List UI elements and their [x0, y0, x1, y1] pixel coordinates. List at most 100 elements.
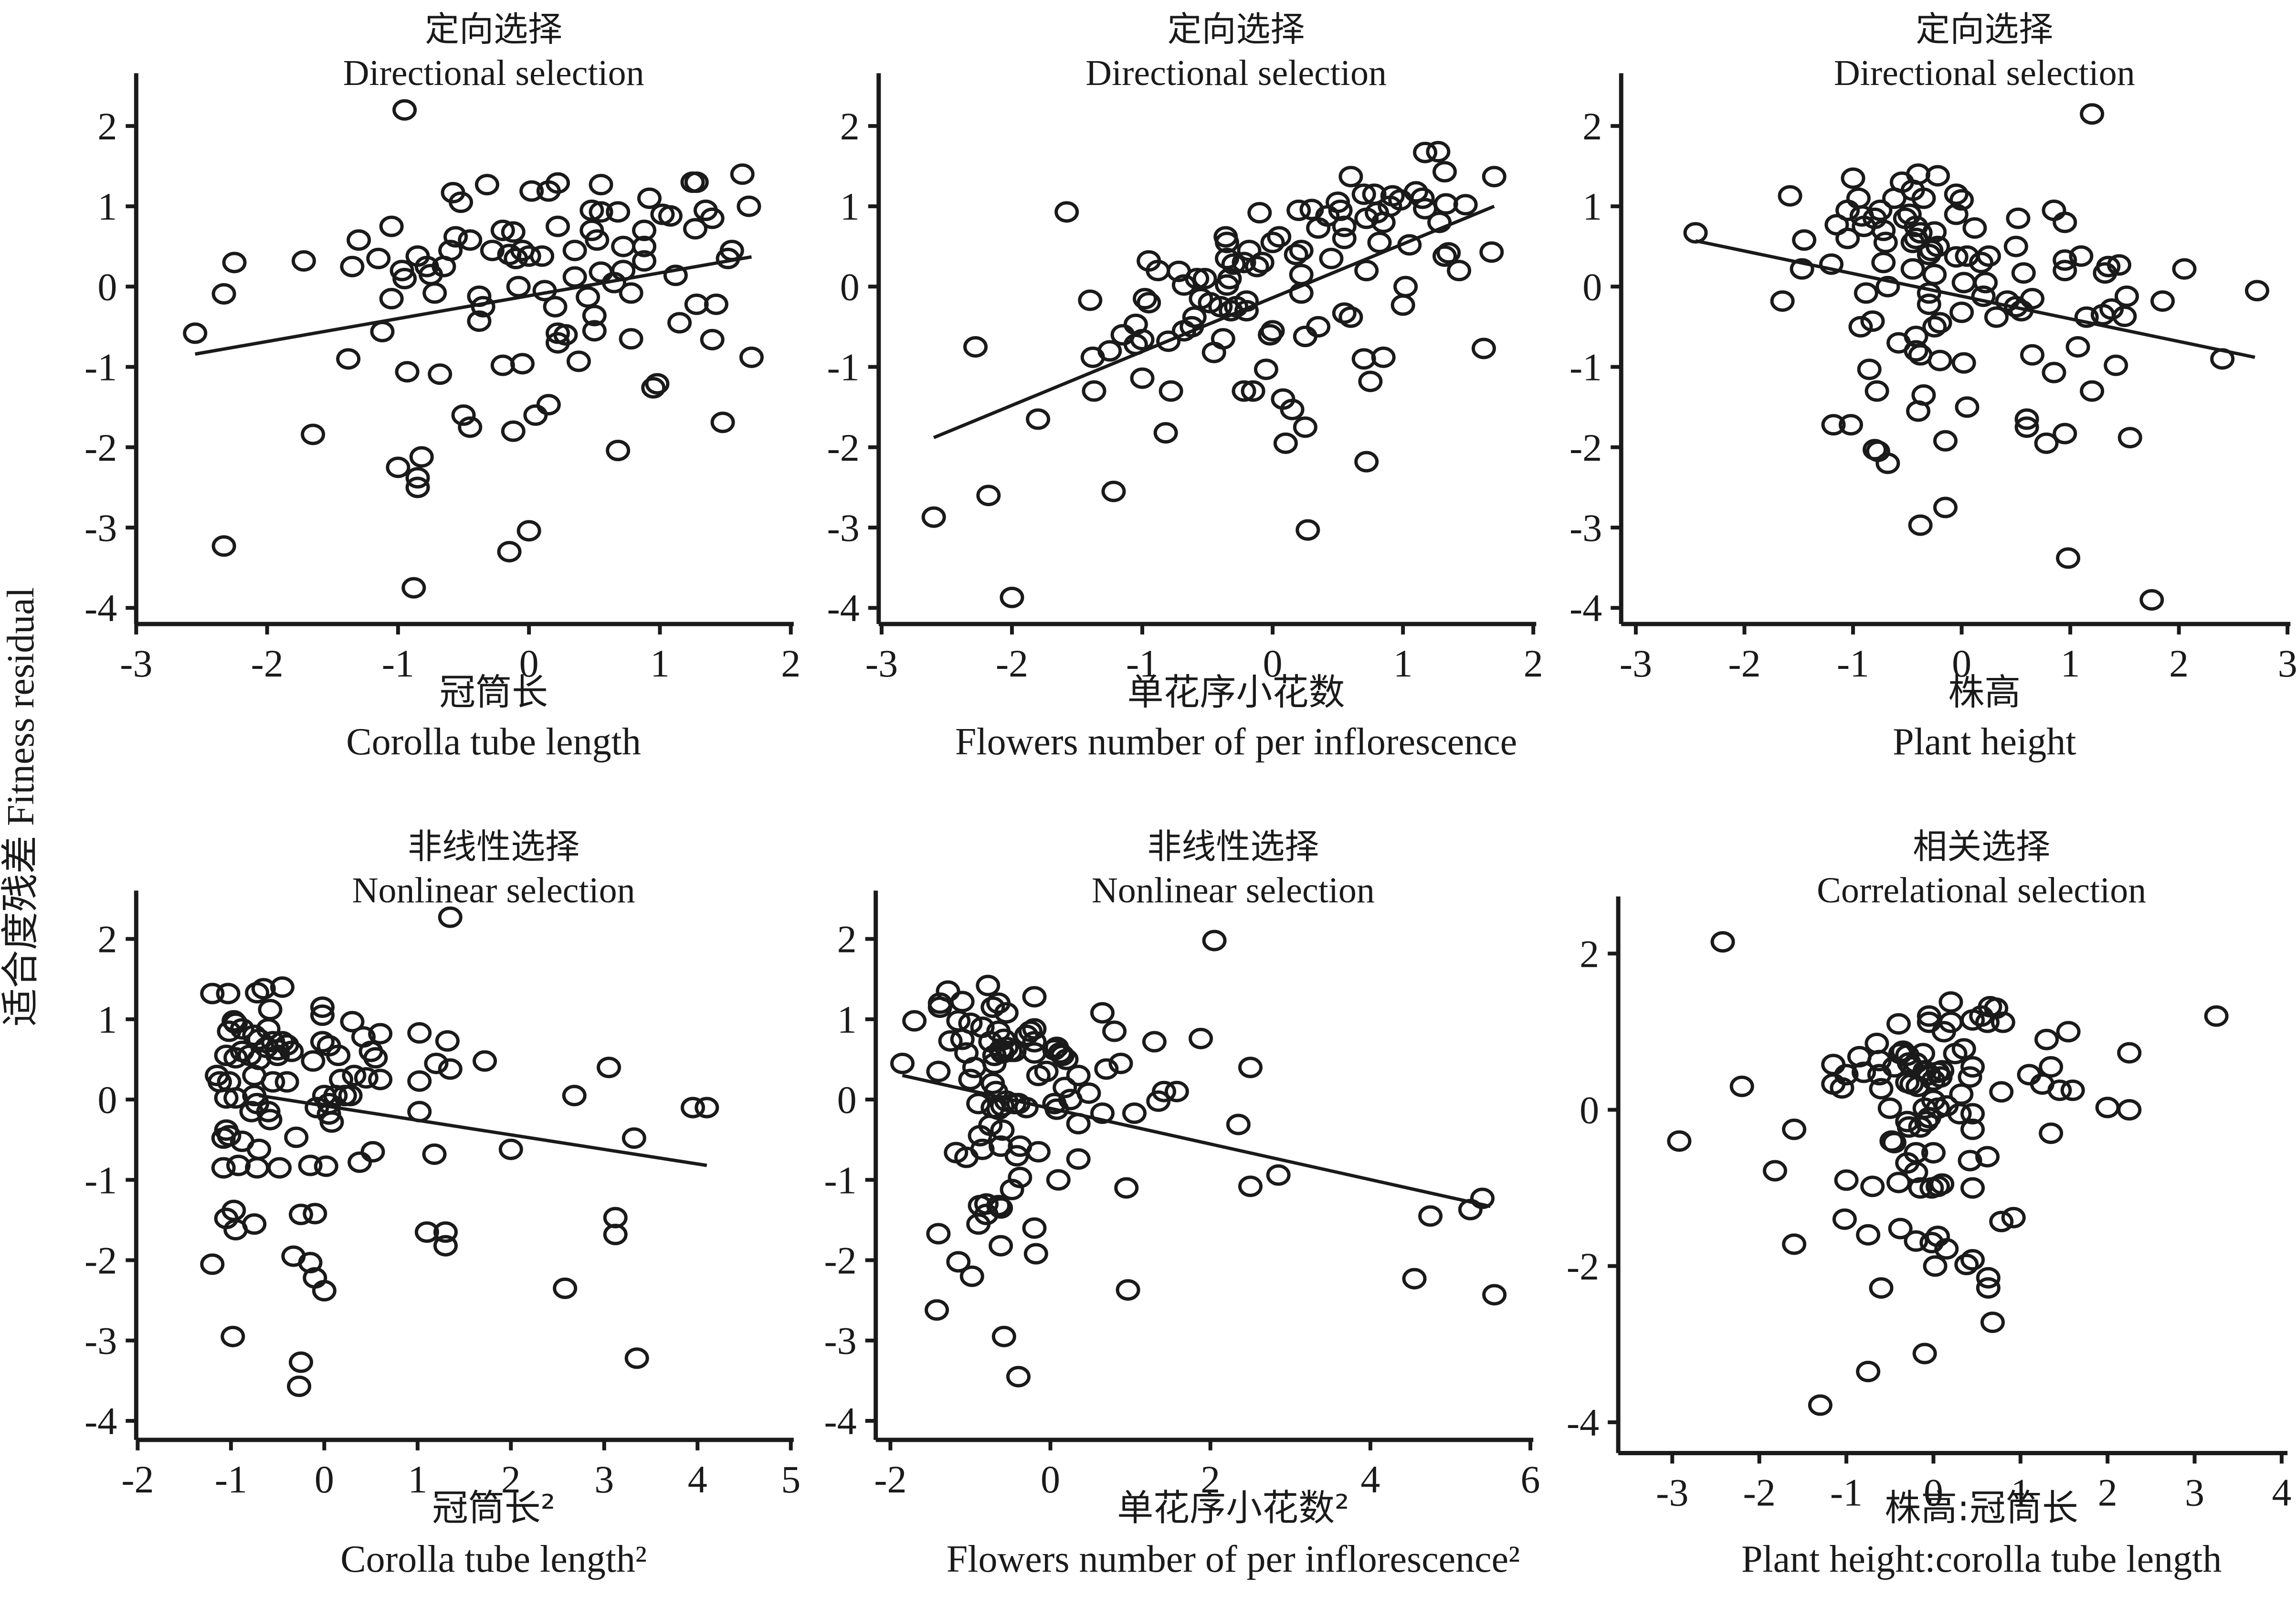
data-point	[298, 1252, 323, 1274]
data-point	[1000, 1178, 1024, 1200]
data-point	[405, 476, 430, 498]
data-point	[683, 218, 707, 240]
y-tick-label: 1	[837, 998, 857, 1041]
data-point	[1976, 1277, 2001, 1299]
data-point	[1082, 380, 1106, 402]
data-point	[2095, 1097, 2120, 1119]
data-point	[449, 191, 474, 213]
data-point	[1938, 991, 1963, 1013]
data-point	[946, 1251, 971, 1273]
data-point	[435, 1030, 460, 1052]
data-point	[966, 1213, 991, 1235]
data-point	[501, 221, 526, 243]
data-point	[530, 245, 555, 267]
data-point	[553, 1277, 578, 1299]
data-point	[1926, 165, 1950, 187]
data-point	[2080, 103, 2105, 125]
data-point	[684, 171, 709, 193]
data-point	[490, 220, 515, 242]
data-point	[323, 1085, 348, 1107]
data-point	[301, 1050, 326, 1072]
data-point	[1215, 232, 1240, 254]
data-point	[730, 163, 755, 185]
data-point	[1933, 430, 1958, 452]
data-point	[1867, 1049, 1892, 1071]
panel-title-cn: 定向选择	[425, 9, 562, 49]
data-point	[1930, 1060, 1955, 1082]
data-point	[959, 1265, 984, 1287]
data-point	[2034, 432, 2059, 454]
data-point	[2069, 245, 2094, 267]
data-point	[1984, 306, 2009, 328]
data-point	[589, 174, 613, 196]
data-point	[1102, 1020, 1127, 1042]
data-point	[523, 404, 548, 426]
data-point	[1432, 161, 1457, 183]
y-tick-label: 0	[1580, 1089, 1599, 1132]
data-point	[1221, 253, 1246, 275]
data-point	[1819, 253, 1844, 275]
data-point	[663, 264, 688, 286]
data-point	[1090, 1102, 1115, 1124]
data-point	[221, 1325, 245, 1347]
data-point	[1908, 222, 1933, 244]
data-point	[2006, 207, 2031, 229]
data-point	[451, 404, 476, 426]
data-point	[1944, 183, 1969, 205]
data-point	[1927, 312, 1952, 334]
data-point	[1110, 324, 1135, 346]
data-point	[1046, 1169, 1071, 1191]
data-point	[1860, 1175, 1885, 1197]
panel-title: Directional selection	[1834, 53, 2135, 93]
data-point	[1022, 1042, 1047, 1064]
data-point	[579, 199, 604, 221]
data-point	[1900, 258, 1925, 280]
data-point	[217, 1125, 242, 1147]
x-axis-label: Flowers number of per inflorescence	[955, 721, 1517, 763]
x-axis-label: Corolla tube length²	[340, 1538, 647, 1580]
data-point	[1917, 1005, 1941, 1027]
data-point	[2107, 254, 2132, 276]
data-point	[704, 293, 728, 315]
data-point	[1933, 497, 1958, 518]
data-point	[1094, 1058, 1119, 1080]
data-point	[2039, 1122, 2064, 1144]
data-point	[1911, 187, 1936, 209]
data-point	[1949, 301, 1974, 323]
data-point	[1250, 252, 1274, 274]
x-axis-label-cn: 单花序小花数	[1127, 671, 1345, 713]
data-point	[1873, 232, 1898, 254]
data-point	[1960, 1118, 1985, 1140]
data-point	[270, 976, 295, 998]
data-point	[976, 485, 1001, 507]
data-point	[223, 1012, 248, 1034]
data-point	[1258, 324, 1283, 346]
x-tick-label: 1	[650, 642, 670, 685]
data-point	[2117, 1099, 2142, 1121]
data-point	[1960, 1103, 1985, 1125]
data-point	[336, 348, 361, 370]
data-point	[407, 1022, 432, 1044]
data-point	[242, 1213, 267, 1235]
data-point	[298, 1154, 323, 1176]
data-point	[1778, 185, 1802, 207]
data-point	[1906, 400, 1931, 422]
data-point	[1971, 285, 1996, 307]
data-point	[1944, 246, 1969, 268]
data-point	[1217, 267, 1242, 289]
x-axis-label-cn: 单花序小花数²	[1117, 1487, 1349, 1529]
data-point	[1332, 227, 1357, 249]
data-point	[1026, 1141, 1051, 1163]
data-point	[2104, 354, 2128, 376]
data-point	[1841, 167, 1865, 189]
data-point	[1354, 260, 1379, 282]
data-point	[480, 240, 505, 262]
data-point	[1922, 316, 1947, 338]
data-point	[501, 420, 526, 442]
data-point	[1830, 1077, 1854, 1099]
data-point	[287, 1375, 312, 1397]
data-point	[2034, 1028, 2059, 1050]
data-point	[301, 423, 326, 445]
x-axis-label: Flowers number of per inflorescence²	[947, 1538, 1520, 1580]
